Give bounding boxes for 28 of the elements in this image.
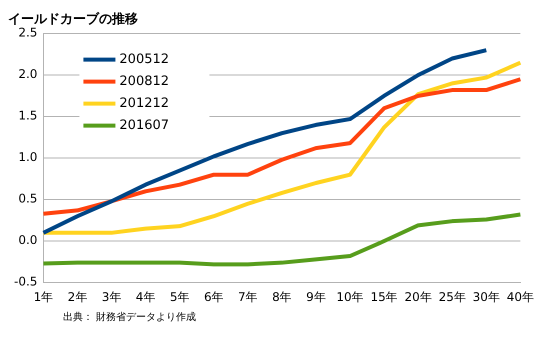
y-tick-label: 2.0 (18, 67, 38, 82)
y-tick-label: 1.0 (18, 150, 38, 164)
y-tick-label: 2.5 (18, 26, 38, 40)
source-note: 出典： 財務省データより作成 (63, 310, 198, 324)
x-tick-label: 9年 (306, 290, 326, 304)
x-tick-label: 10年 (336, 290, 364, 304)
x-tick-label: 2年 (68, 290, 88, 304)
y-tick-label: 0.0 (18, 233, 38, 248)
x-tick-label: 20年 (404, 290, 432, 304)
x-tick-label: 4年 (136, 290, 156, 304)
x-tick-label: 30年 (472, 290, 500, 304)
x-tick-label: 7年 (238, 290, 258, 304)
x-tick-label: 15年 (370, 290, 398, 304)
chart-title: イールドカーブの推移 (8, 11, 138, 28)
y-tick-label: -0.5 (14, 274, 38, 289)
x-tick-label: 1年 (34, 290, 54, 304)
x-tick-label: 25年 (438, 290, 466, 304)
y-tick-label: 1.5 (18, 108, 38, 123)
legend-label: 201212 (119, 96, 170, 111)
legend-label: 201607 (119, 118, 170, 133)
x-tick-label: 3年 (102, 290, 122, 304)
x-tick-label: 6年 (204, 290, 224, 304)
legend-label: 200512 (119, 52, 170, 67)
x-tick-label: 40年 (506, 290, 534, 304)
x-tick-label: 5年 (170, 290, 190, 304)
legend-label: 200812 (119, 74, 170, 89)
y-tick-label: 0.5 (18, 192, 38, 206)
x-tick-label: 8年 (272, 290, 292, 304)
